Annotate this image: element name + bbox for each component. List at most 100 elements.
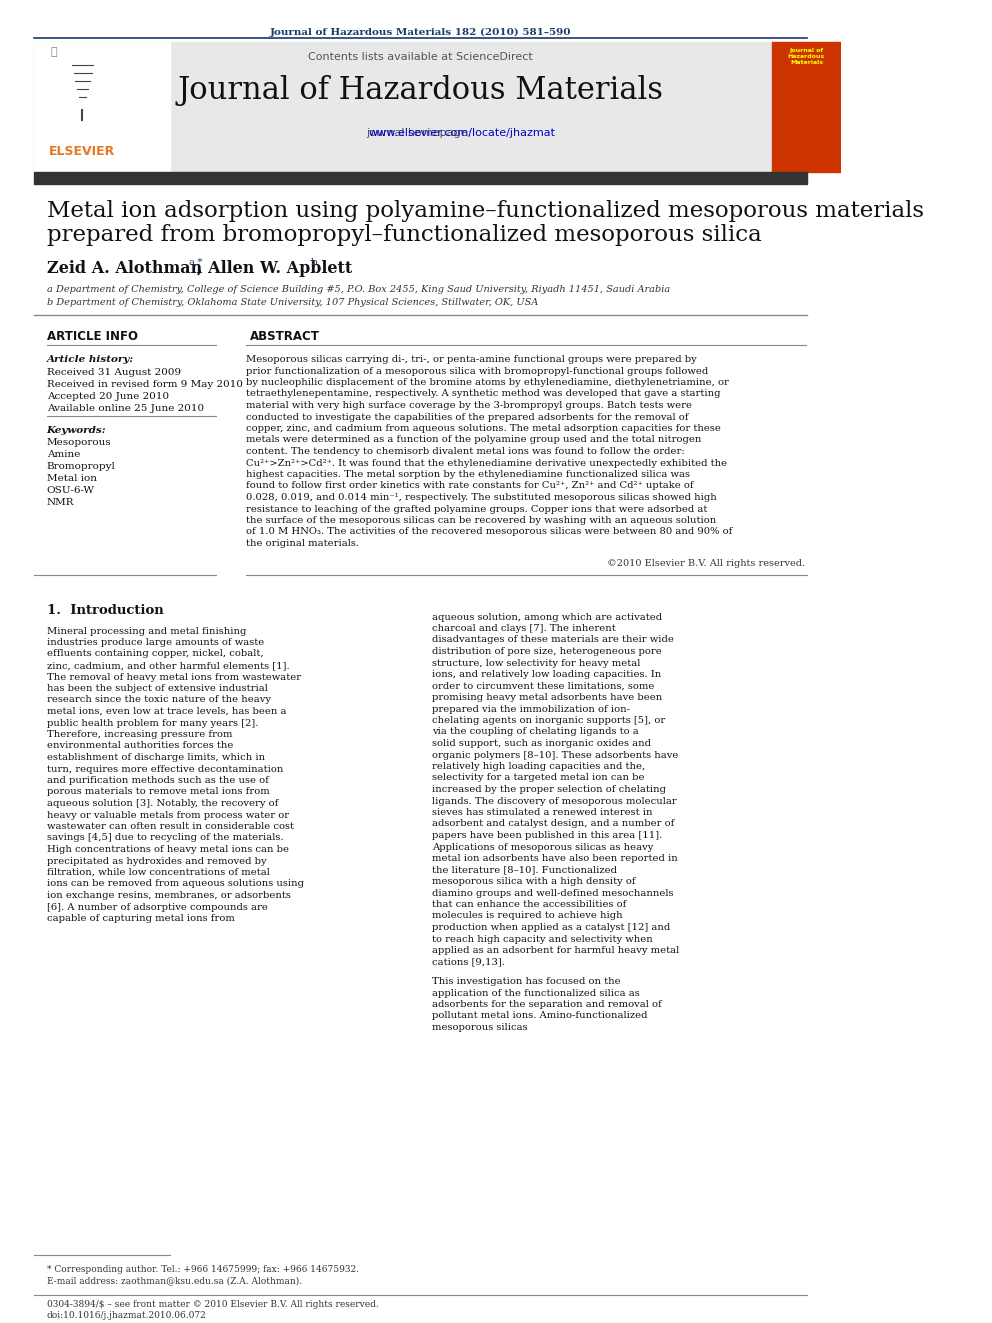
Text: 0.028, 0.019, and 0.014 min⁻¹, respectively. The substituted mesoporous silicas : 0.028, 0.019, and 0.014 min⁻¹, respectiv… [246,493,716,501]
Text: aqueous solution, among which are activated: aqueous solution, among which are activa… [433,613,663,622]
Text: diamino groups and well-defined mesochannels: diamino groups and well-defined mesochan… [433,889,674,897]
Text: zinc, cadmium, and other harmful elements [1].: zinc, cadmium, and other harmful element… [47,662,290,669]
Text: The removal of heavy metal ions from wastewater: The removal of heavy metal ions from was… [47,672,301,681]
Text: Received in revised form 9 May 2010: Received in revised form 9 May 2010 [47,380,243,389]
Text: application of the functionalized silica as: application of the functionalized silica… [433,988,640,998]
Text: disadvantages of these materials are their wide: disadvantages of these materials are the… [433,635,675,644]
Text: structure, low selectivity for heavy metal: structure, low selectivity for heavy met… [433,659,641,668]
Text: * Corresponding author. Tel.: +966 14675999; fax: +966 14675932.: * Corresponding author. Tel.: +966 14675… [47,1265,359,1274]
Text: metal ion adsorbents have also been reported in: metal ion adsorbents have also been repo… [433,855,679,863]
Text: High concentrations of heavy metal ions can be: High concentrations of heavy metal ions … [47,845,289,855]
Text: effluents containing copper, nickel, cobalt,: effluents containing copper, nickel, cob… [47,650,263,659]
Text: Mesoporous: Mesoporous [47,438,111,447]
Text: Mineral processing and metal finishing: Mineral processing and metal finishing [47,627,246,635]
Text: Contents lists available at ScienceDirect: Contents lists available at ScienceDirec… [309,52,533,62]
Text: Journal of Hazardous Materials 182 (2010) 581–590: Journal of Hazardous Materials 182 (2010… [270,28,571,37]
Text: prepared from bromopropyl–functionalized mesoporous silica: prepared from bromopropyl–functionalized… [47,224,762,246]
Text: journal homepage:: journal homepage: [366,128,475,138]
Bar [772,42,841,172]
Text: Bromopropyl: Bromopropyl [47,462,115,471]
Text: metal ions, even low at trace levels, has been a: metal ions, even low at trace levels, ha… [47,706,286,716]
Text: industries produce large amounts of waste: industries produce large amounts of wast… [47,638,264,647]
Text: organic polymers [8–10]. These adsorbents have: organic polymers [8–10]. These adsorbent… [433,750,679,759]
Text: Cu²⁺>Zn²⁺>Cd²⁺. It was found that the ethylenediamine derivative unexpectedly ex: Cu²⁺>Zn²⁺>Cd²⁺. It was found that the et… [246,459,727,467]
Text: Amine: Amine [47,450,80,459]
Text: the literature [8–10]. Functionalized: the literature [8–10]. Functionalized [433,865,617,875]
Text: conducted to investigate the capabilities of the prepared adsorbents for the rem: conducted to investigate the capabilitie… [246,413,688,422]
Text: This investigation has focused on the: This investigation has focused on the [433,976,621,986]
Text: establishment of discharge limits, which in: establishment of discharge limits, which… [47,753,265,762]
Text: Zeid A. Alothman: Zeid A. Alothman [47,261,202,277]
Text: wastewater can often result in considerable cost: wastewater can often result in considera… [47,822,294,831]
Text: research since the toxic nature of the heavy: research since the toxic nature of the h… [47,696,271,705]
Text: production when applied as a catalyst [12] and: production when applied as a catalyst [1… [433,923,671,931]
Text: order to circumvent these limitations, some: order to circumvent these limitations, s… [433,681,655,691]
Text: NMR: NMR [47,497,74,507]
Text: b Department of Chemistry, Oklahoma State University, 107 Physical Sciences, Sti: b Department of Chemistry, Oklahoma Stat… [47,298,538,307]
Text: Mesoporous silicas carrying di-, tri-, or penta-amine functional groups were pre: Mesoporous silicas carrying di-, tri-, o… [246,355,696,364]
Text: by nucleophilic displacement of the bromine atoms by ethylenediamine, diethylene: by nucleophilic displacement of the brom… [246,378,729,388]
Text: Accepted 20 June 2010: Accepted 20 June 2010 [47,392,169,401]
Text: pollutant metal ions. Amino-functionalized: pollutant metal ions. Amino-functionaliz… [433,1012,648,1020]
Text: Metal ion: Metal ion [47,474,96,483]
Text: ©2010 Elsevier B.V. All rights reserved.: ©2010 Elsevier B.V. All rights reserved. [607,558,806,568]
Text: ion exchange resins, membranes, or adsorbents: ion exchange resins, membranes, or adsor… [47,890,291,900]
Text: ARTICLE INFO: ARTICLE INFO [47,329,138,343]
Text: a Department of Chemistry, College of Science Building #5, P.O. Box 2455, King S: a Department of Chemistry, College of Sc… [47,284,670,294]
Text: Keywords:: Keywords: [47,426,106,435]
Text: solid support, such as inorganic oxides and: solid support, such as inorganic oxides … [433,740,652,747]
Text: , Allen W. Apblett: , Allen W. Apblett [196,261,352,277]
Text: precipitated as hydroxides and removed by: precipitated as hydroxides and removed b… [47,856,266,865]
Text: applied as an adsorbent for harmful heavy metal: applied as an adsorbent for harmful heav… [433,946,680,955]
Text: adsorbents for the separation and removal of: adsorbents for the separation and remova… [433,1000,663,1009]
Text: Received 31 August 2009: Received 31 August 2009 [47,368,181,377]
Text: cations [9,13].: cations [9,13]. [433,958,505,967]
Text: www.elsevier.com/locate/jhazmat: www.elsevier.com/locate/jhazmat [369,128,556,138]
Text: promising heavy metal adsorbents have been: promising heavy metal adsorbents have be… [433,693,663,703]
Text: porous materials to remove metal ions from: porous materials to remove metal ions fr… [47,787,270,796]
Text: sieves has stimulated a renewed interest in: sieves has stimulated a renewed interest… [433,808,653,818]
Text: found to follow first order kinetics with rate constants for Cu²⁺, Zn²⁺ and Cd²⁺: found to follow first order kinetics wit… [246,482,693,491]
Text: adsorbent and catalyst design, and a number of: adsorbent and catalyst design, and a num… [433,819,675,828]
Text: that can enhance the accessibilities of: that can enhance the accessibilities of [433,900,627,909]
Text: savings [4,5] due to recycling of the materials.: savings [4,5] due to recycling of the ma… [47,833,283,843]
Bar [34,172,807,184]
Text: OSU-6-W: OSU-6-W [47,486,94,495]
Text: [6]. A number of adsorptive compounds are: [6]. A number of adsorptive compounds ar… [47,902,268,912]
Text: has been the subject of extensive industrial: has been the subject of extensive indust… [47,684,268,693]
Text: a,*: a,* [188,258,202,267]
Text: filtration, while low concentrations of metal: filtration, while low concentrations of … [47,868,270,877]
Text: papers have been published in this area [11].: papers have been published in this area … [433,831,663,840]
Text: Article history:: Article history: [47,355,134,364]
Text: highest capacities. The metal sorption by the ethylenediamine functionalized sil: highest capacities. The metal sorption b… [246,470,689,479]
Text: distribution of pore size, heterogeneous pore: distribution of pore size, heterogeneous… [433,647,663,656]
Text: public health problem for many years [2].: public health problem for many years [2]… [47,718,258,728]
Text: aqueous solution [3]. Notably, the recovery of: aqueous solution [3]. Notably, the recov… [47,799,278,808]
Text: copper, zinc, and cadmium from aqueous solutions. The metal adsorption capacitie: copper, zinc, and cadmium from aqueous s… [246,423,721,433]
Text: 0304-3894/$ – see front matter © 2010 Elsevier B.V. All rights reserved.: 0304-3894/$ – see front matter © 2010 El… [47,1301,378,1308]
Text: of 1.0 M HNO₃. The activities of the recovered mesoporous silicas were between 8: of 1.0 M HNO₃. The activities of the rec… [246,528,732,537]
Text: E-mail address: zaothman@ksu.edu.sa (Z.A. Alothman).: E-mail address: zaothman@ksu.edu.sa (Z.A… [47,1275,302,1285]
Text: the surface of the mesoporous silicas can be recovered by washing with an aqueou: the surface of the mesoporous silicas ca… [246,516,716,525]
Text: mesoporous silicas: mesoporous silicas [433,1023,528,1032]
Text: molecules is required to achieve high: molecules is required to achieve high [433,912,623,921]
Text: 🌿: 🌿 [51,48,58,57]
Text: ions can be removed from aqueous solutions using: ions can be removed from aqueous solutio… [47,880,304,889]
Text: Therefore, increasing pressure from: Therefore, increasing pressure from [47,730,232,740]
Text: chelating agents on inorganic supports [5], or: chelating agents on inorganic supports [… [433,716,666,725]
Text: prepared via the immobilization of ion-: prepared via the immobilization of ion- [433,705,631,713]
Text: capable of capturing metal ions from: capable of capturing metal ions from [47,914,234,923]
Text: content. The tendency to chemisorb divalent metal ions was found to follow the o: content. The tendency to chemisorb dival… [246,447,684,456]
Bar [34,42,772,172]
Text: selectivity for a targeted metal ion can be: selectivity for a targeted metal ion can… [433,774,645,782]
Text: doi:10.1016/j.jhazmat.2010.06.072: doi:10.1016/j.jhazmat.2010.06.072 [47,1311,206,1320]
Text: prior functionalization of a mesoporous silica with bromopropyl-functional group: prior functionalization of a mesoporous … [246,366,708,376]
Text: Available online 25 June 2010: Available online 25 June 2010 [47,404,203,413]
Text: Metal ion adsorption using polyamine–functionalized mesoporous materials: Metal ion adsorption using polyamine–fun… [47,200,924,222]
Text: Applications of mesoporous silicas as heavy: Applications of mesoporous silicas as he… [433,843,654,852]
Text: tetraethylenepentamine, respectively. A synthetic method was developed that gave: tetraethylenepentamine, respectively. A … [246,389,720,398]
Text: and purification methods such as the use of: and purification methods such as the use… [47,777,269,785]
Text: the original materials.: the original materials. [246,538,359,548]
Text: increased by the proper selection of chelating: increased by the proper selection of che… [433,785,667,794]
Text: metals were determined as a function of the polyamine group used and the total n: metals were determined as a function of … [246,435,701,445]
